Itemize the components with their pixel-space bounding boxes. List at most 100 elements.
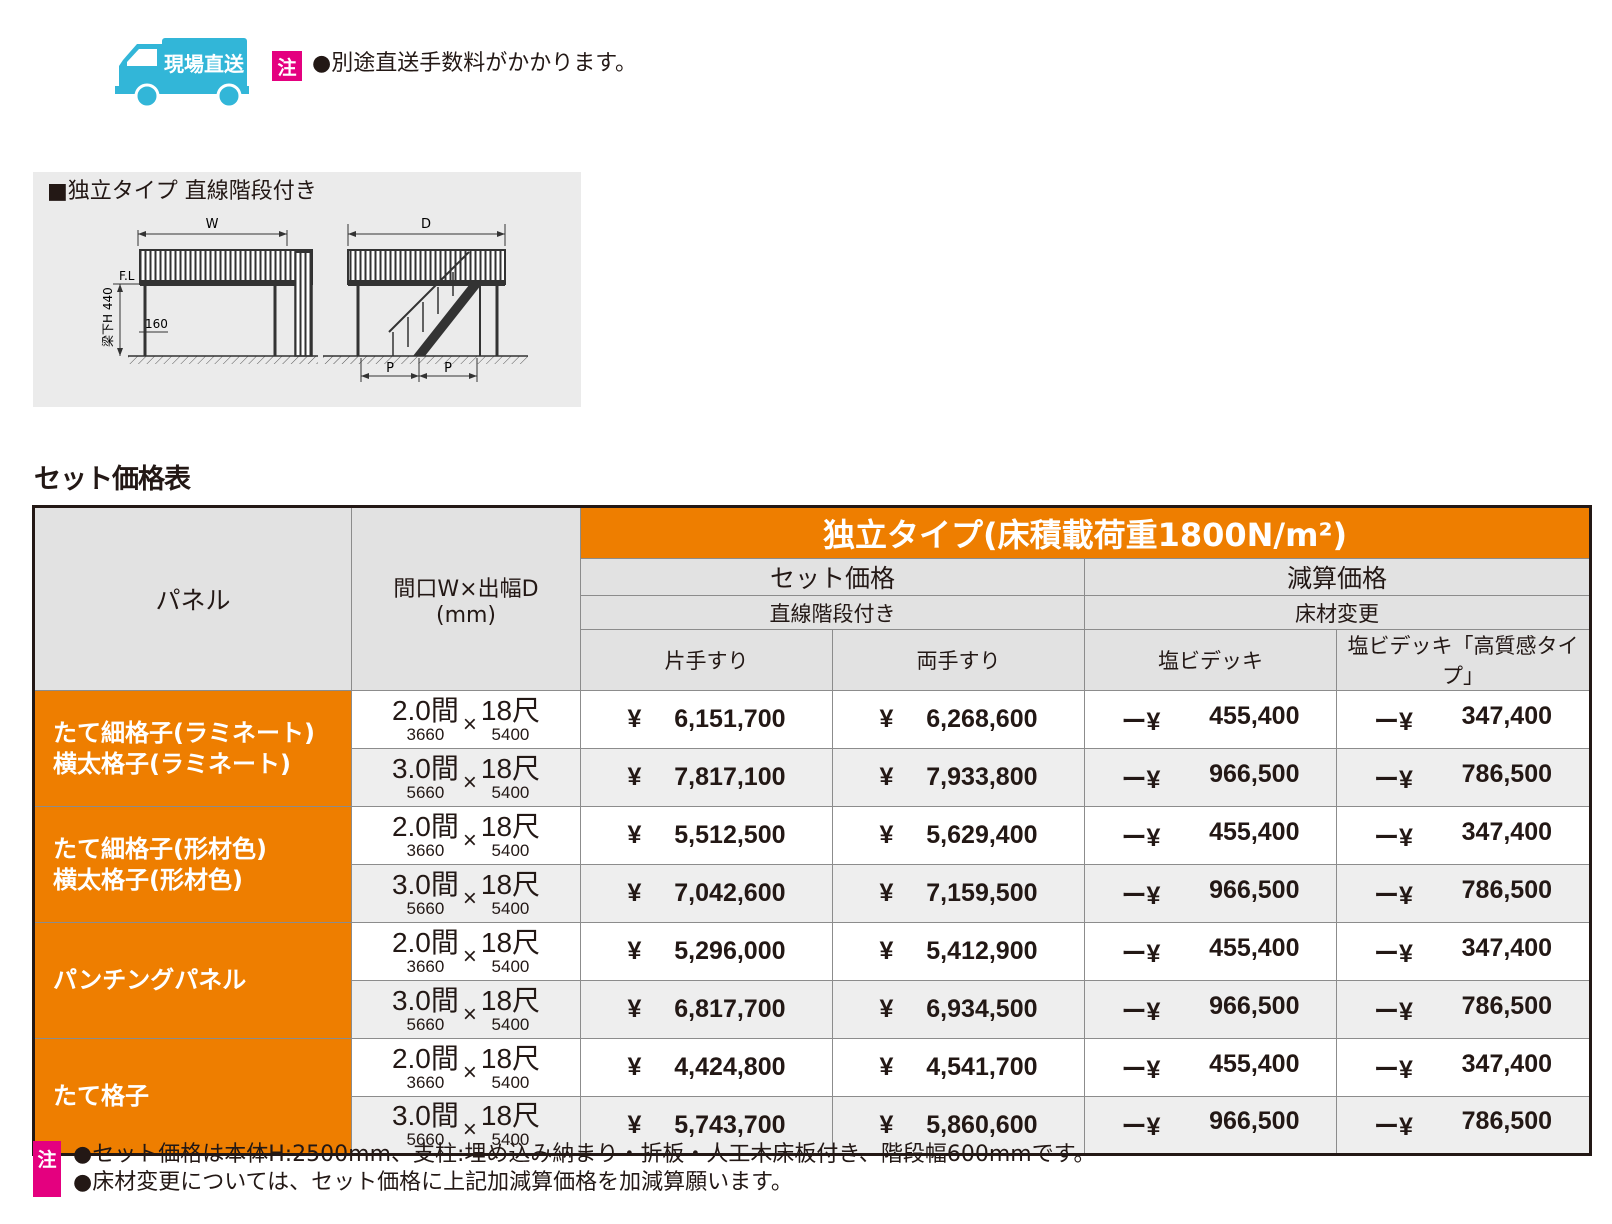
- price-amount: 786,500: [1461, 875, 1553, 904]
- width-ken: 3.0間: [391, 752, 459, 784]
- panel-name-cell: たて細格子(ラミネート) 横太格子(ラミネート): [33, 690, 352, 807]
- pvc-deck-discount: ー¥ 455,400: [1084, 806, 1337, 865]
- panel-name-line: 横太格子(形材色): [53, 865, 243, 894]
- both-handrails-price: ¥6,268,600: [832, 690, 1085, 749]
- width-size: 3.0間 5660: [391, 752, 459, 801]
- width-mm: 5660: [406, 1014, 445, 1034]
- size-value: 3.0間 5660 × 18尺 5400: [391, 1100, 540, 1149]
- depth-dimension: D: [347, 217, 506, 246]
- price-value: ¥7,933,800: [880, 763, 1038, 792]
- table-row: たて細格子(形材色) 横太格子(形材色) 2.0間 3660 × 18尺 5400 ¥5,51…: [33, 806, 1592, 923]
- times-sign: ×: [462, 884, 477, 912]
- price-value: ¥6,817,700: [628, 995, 786, 1024]
- size-value: 3.0間 5660 × 18尺 5400: [391, 752, 540, 801]
- width-ken: 2.0間: [391, 1042, 459, 1074]
- panel-name-line: たて細格子(ラミネート): [53, 718, 315, 747]
- both-handrails-header: 両手すり: [832, 629, 1085, 691]
- direct-delivery-truck-icon: 現場直送: [115, 38, 257, 110]
- one-handrail-price: ¥5,743,700: [580, 1096, 833, 1155]
- both-handrails-price: ¥5,629,400: [832, 806, 1085, 865]
- price-value: ー¥ 786,500: [1374, 876, 1552, 912]
- price-amount: 966,500: [1209, 1107, 1300, 1135]
- panel-name-cell: たて格子: [33, 1038, 352, 1155]
- price-value: ー¥ 786,500: [1374, 760, 1552, 796]
- times-sign: ×: [462, 1000, 477, 1028]
- price-value: ¥7,159,500: [880, 879, 1038, 908]
- table-row: 3.0間 5660 × 18尺 5400 ¥7,042,600 ¥7,159,500 ー¥ 96…: [34, 864, 1592, 923]
- depth-shaku: 18尺: [480, 694, 541, 726]
- depth-size: 18尺 5400: [481, 928, 540, 976]
- width-ken: 3.0間: [391, 1100, 459, 1131]
- currency-symbol: ー¥: [1374, 823, 1413, 852]
- currency-symbol: ー¥: [1121, 997, 1161, 1026]
- price-amount: 4,541,700: [926, 1053, 1038, 1081]
- currency-symbol: ¥: [879, 937, 894, 965]
- pitch-label-1: P: [386, 361, 394, 376]
- price-value: ー¥ 347,400: [1374, 818, 1552, 854]
- times-sign: ×: [462, 942, 477, 970]
- currency-symbol: ¥: [627, 705, 642, 733]
- currency-symbol: ー¥: [1121, 1113, 1161, 1141]
- one-handrail-price: ¥5,512,500: [580, 806, 833, 865]
- pvc-deck-premium-header: 塩ビデッキ「高質感タイプ」: [1335, 629, 1592, 691]
- set-price-table-title: セット価格表: [34, 464, 191, 495]
- price-value: ー¥ 455,400: [1122, 702, 1300, 738]
- table-row: 3.0間 5660 × 18尺 5400 ¥5,743,700 ¥5,860,600 ー¥ 96…: [34, 1096, 1592, 1155]
- size-cell: 3.0間 5660 × 18尺 5400: [351, 980, 581, 1039]
- front-elevation: F.L 梁下H 440 160: [100, 249, 318, 364]
- width-ken: 2.0間: [391, 694, 459, 726]
- pvc-deck-premium-discount: ー¥ 786,500: [1335, 748, 1592, 807]
- currency-symbol: ¥: [627, 763, 642, 791]
- one-handrail-price: ¥7,817,100: [580, 748, 833, 807]
- price-value: ー¥ 966,500: [1122, 876, 1300, 912]
- depth-mm: 5400: [491, 1014, 530, 1034]
- price-value: ー¥ 786,500: [1374, 1107, 1552, 1143]
- price-value: ¥5,743,700: [628, 1111, 786, 1140]
- depth-size: 18尺 5400: [481, 1102, 540, 1149]
- panel-name-cell: たて細格子(形材色) 横太格子(形材色): [33, 806, 352, 923]
- price-value: ー¥ 347,400: [1374, 1050, 1552, 1086]
- size-cell: 2.0間 3660 × 18尺 5400: [351, 922, 581, 981]
- pvc-deck-discount: ー¥ 455,400: [1084, 922, 1337, 981]
- currency-symbol: ー¥: [1121, 707, 1161, 736]
- size-cell: 2.0間 3660 × 18尺 5400: [351, 690, 581, 749]
- price-value: ¥5,860,600: [880, 1111, 1038, 1140]
- size-value: 3.0間 5660 × 18尺 5400: [392, 868, 541, 917]
- table-row: たて細格子(ラミネート) 横太格子(ラミネート) 2.0間 3660 × 18尺 5400 ¥…: [33, 690, 1592, 807]
- side-elevation: P P: [323, 249, 528, 382]
- beam-size-label: 160: [145, 317, 168, 331]
- price-value: ¥4,541,700: [880, 1053, 1038, 1082]
- price-amount: 6,268,600: [926, 705, 1038, 733]
- price-value: ¥7,817,100: [628, 763, 786, 792]
- currency-symbol: ¥: [627, 995, 642, 1023]
- currency-symbol: ー¥: [1374, 707, 1413, 736]
- currency-symbol: ¥: [879, 821, 894, 849]
- currency-symbol: ¥: [879, 995, 894, 1023]
- size-header-line1: 間口W×出幅D: [393, 576, 539, 602]
- depth-label: D: [421, 217, 431, 232]
- size-value: 2.0間 3660 × 18尺 5400: [392, 928, 540, 976]
- panel-name-line: 横太格子(ラミネート): [53, 749, 291, 778]
- depth-mm: 5400: [491, 956, 530, 976]
- depth-size: 18尺 5400: [481, 812, 540, 859]
- width-mm: 3660: [406, 1072, 445, 1092]
- width-size: 2.0間 3660: [392, 812, 459, 859]
- currency-symbol: ¥: [627, 821, 642, 849]
- currency-symbol: ー¥: [1121, 1055, 1161, 1084]
- panel-column-header: パネル: [33, 506, 352, 691]
- price-amount: 347,400: [1461, 701, 1553, 730]
- price-amount: 455,400: [1209, 933, 1300, 962]
- pvc-deck-premium-discount: ー¥ 786,500: [1335, 980, 1592, 1039]
- pvc-deck-premium-discount: ー¥ 786,500: [1335, 864, 1592, 923]
- currency-symbol: ¥: [627, 1110, 642, 1139]
- one-handrail-price: ¥7,042,600: [580, 864, 833, 923]
- width-mm: 3660: [406, 724, 445, 744]
- price-amount: 4,424,800: [674, 1053, 786, 1081]
- table-row: 3.0間 5660 × 18尺 5400 ¥7,817,100 ¥7,933,800 ー¥ 96…: [34, 748, 1592, 807]
- currency-symbol: ー¥: [1374, 1055, 1413, 1084]
- currency-symbol: ¥: [879, 879, 894, 907]
- depth-shaku: 18尺: [480, 1042, 541, 1074]
- pvc-deck-header: 塩ビデッキ: [1084, 629, 1337, 691]
- depth-size: 18尺 5400: [480, 1042, 541, 1091]
- depth-shaku: 18尺: [480, 868, 541, 900]
